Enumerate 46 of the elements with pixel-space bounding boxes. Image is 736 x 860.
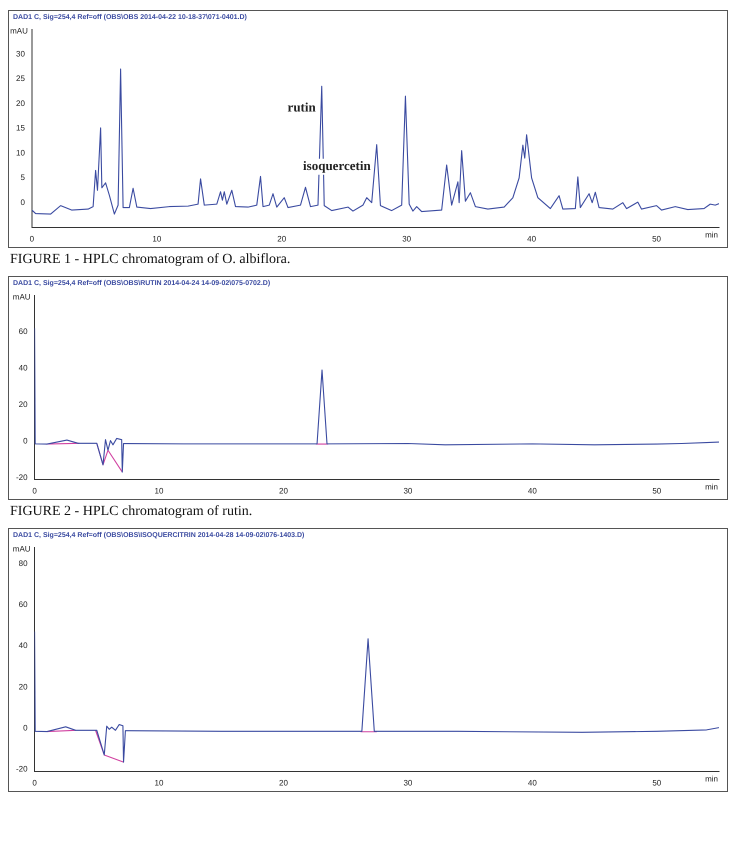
- y-tick-label: 0: [23, 723, 28, 732]
- y-tick-label: 0: [23, 436, 28, 446]
- x-tick-label: 20: [278, 486, 288, 496]
- y-tick-label: 15: [16, 124, 26, 133]
- x-tick-label: 40: [527, 234, 537, 244]
- x-tick-label: 40: [528, 778, 538, 788]
- y-tick-label: 0: [20, 198, 26, 207]
- caption: FIGURE 1 - HPLC chromatogram of O. albiflora.: [10, 252, 292, 268]
- y-tick-label: 60: [18, 327, 28, 336]
- x-tick-label: 10: [154, 486, 164, 496]
- y-tick-label: 25: [16, 74, 26, 84]
- y-tick-label: 5: [20, 173, 26, 182]
- x-tick-label: 10: [154, 778, 164, 788]
- x-tick-label: 50: [652, 234, 662, 244]
- y-axis-title: mAU: [10, 26, 28, 36]
- y-tick-label: 40: [18, 363, 28, 372]
- y-tick-label: 20: [18, 682, 28, 692]
- y-tick-label: -20: [16, 764, 28, 774]
- x-tick-label: 30: [403, 778, 413, 788]
- y-tick-label: 80: [18, 559, 28, 568]
- y-axis-title: mAU: [12, 292, 31, 302]
- x-tick-label: 0: [30, 234, 35, 244]
- x-tick-label: 50: [652, 486, 662, 496]
- y-axis-title: mAU: [12, 544, 31, 554]
- x-axis-title: min: [705, 230, 718, 240]
- y-tick-label: 60: [18, 600, 28, 610]
- x-tick-label: 40: [528, 486, 538, 496]
- x-tick-label: 30: [403, 486, 413, 496]
- y-tick-label: 30: [16, 49, 26, 58]
- y-tick-label: 10: [16, 148, 26, 158]
- x-tick-label: 20: [278, 778, 288, 788]
- x-tick-label: 30: [402, 234, 412, 244]
- x-tick-label: 50: [652, 778, 662, 788]
- y-tick-label: -20: [16, 472, 28, 482]
- x-tick-label: 0: [32, 778, 38, 788]
- annotation: rutin: [288, 100, 316, 115]
- y-tick-label: 40: [18, 641, 28, 650]
- x-axis-title: min: [705, 482, 718, 492]
- x-tick-label: 0: [32, 486, 38, 496]
- annotation: isoquercetin: [303, 158, 372, 174]
- caption: FIGURE 2 - HPLC chromatogram of rutin.: [10, 504, 254, 520]
- x-axis-title: min: [705, 774, 718, 784]
- x-tick-label: 20: [277, 234, 287, 244]
- y-tick-label: 20: [16, 98, 26, 108]
- x-tick-label: 10: [152, 234, 162, 244]
- y-tick-label: 20: [18, 400, 28, 409]
